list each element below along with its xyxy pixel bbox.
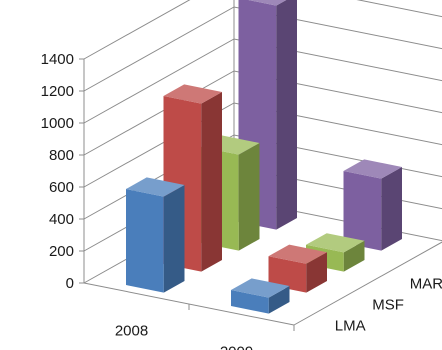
- y-axis: 0 200 400 600 800 1000 1200 1400: [41, 51, 84, 292]
- bar-front: [268, 256, 307, 293]
- bar-side: [238, 143, 260, 251]
- bar-top: [268, 244, 327, 264]
- bar-front: [343, 171, 382, 251]
- bar-side: [163, 185, 185, 293]
- series-label: MAR: [410, 276, 442, 293]
- bar-top: [306, 233, 365, 253]
- series-axis: LMAMSFMARNWK: [335, 276, 442, 335]
- series-axis-line: [293, 241, 442, 326]
- bar: [268, 244, 327, 293]
- bar-side: [306, 252, 327, 293]
- y-tick-label: 600: [49, 179, 74, 196]
- bar: [126, 177, 185, 293]
- bar-top: [248, 0, 287, 6]
- series-label: MSF: [372, 297, 404, 314]
- bar-front: [126, 189, 164, 293]
- bar-top: [163, 84, 222, 104]
- bar-side: [343, 240, 365, 272]
- bar: [231, 278, 290, 314]
- bar-side: [201, 92, 222, 272]
- bar-top: [231, 278, 290, 298]
- bars: [126, 0, 402, 314]
- bar-top: [343, 159, 402, 179]
- y-tick-label: 0: [66, 275, 74, 292]
- bar-top: [126, 177, 185, 197]
- y-tick-label: 400: [49, 211, 74, 228]
- bar-side: [276, 0, 297, 230]
- bar-side: [381, 167, 402, 251]
- x-tick-label: 2008: [115, 323, 148, 340]
- x-tick-label: 2009: [220, 344, 253, 350]
- series-label: LMA: [335, 318, 366, 335]
- bar: [343, 159, 402, 251]
- bar-side: [268, 286, 290, 314]
- bar-front: [231, 290, 269, 314]
- gridline: [83, 0, 442, 60]
- y-tick-label: 800: [49, 147, 74, 164]
- y-tick-label: 1200: [41, 83, 74, 100]
- y-tick-label: 200: [49, 243, 74, 260]
- x-axis: 2008 2009: [115, 304, 295, 350]
- y-tick-label: 1000: [41, 115, 74, 132]
- y-tick-label: 1400: [41, 51, 74, 68]
